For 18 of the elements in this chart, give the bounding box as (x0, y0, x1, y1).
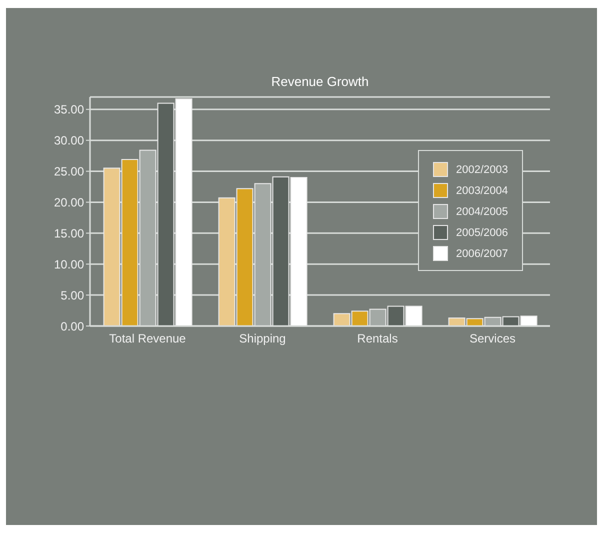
y-tick-label: 25.00 (54, 164, 84, 179)
legend-label: 2004/2005 (456, 206, 508, 218)
y-tick-label: 0.00 (60, 319, 84, 334)
y-tick-label: 20.00 (54, 195, 84, 210)
legend-label: 2005/2006 (456, 226, 508, 238)
y-tick-label: 10.00 (54, 257, 84, 272)
x-tick-label: Rentals (357, 332, 398, 346)
y-tick-label: 15.00 (54, 226, 84, 240)
y-tick-label: 30.00 (54, 134, 84, 148)
x-tick-label: Shipping (239, 332, 286, 346)
legend-label: 2006/2007 (456, 248, 508, 260)
legend-label: 2002/2003 (456, 164, 508, 176)
legend-label: 2003/2004 (456, 184, 508, 196)
chart-title: Revenue Growth (270, 74, 370, 89)
y-tick-label: 5.00 (60, 288, 84, 302)
x-tick-label: Services (469, 332, 516, 346)
y-tick-label: 35.00 (54, 102, 84, 117)
x-tick-label: Total Revenue (109, 332, 186, 346)
